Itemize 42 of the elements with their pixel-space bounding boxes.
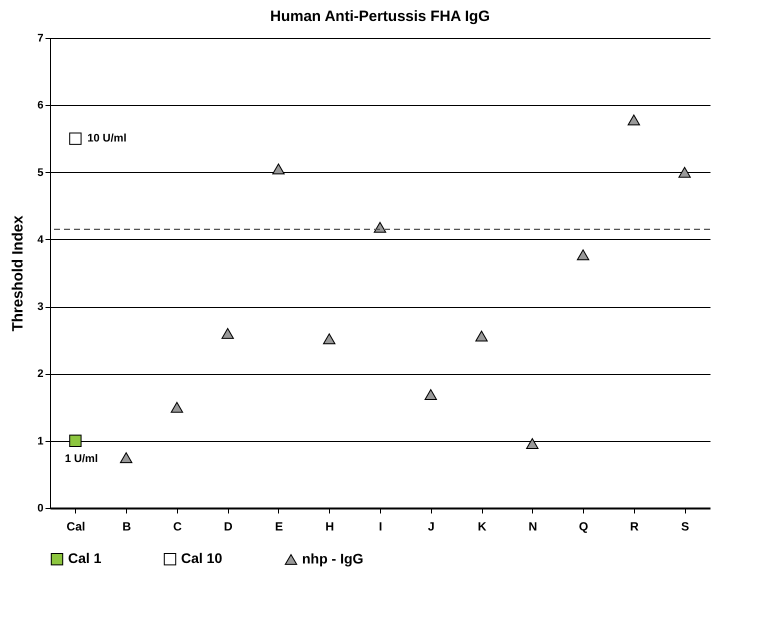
annotation: 10 U/ml bbox=[87, 132, 127, 145]
x-tick-label: D bbox=[224, 520, 233, 534]
point bbox=[272, 163, 285, 174]
point bbox=[526, 438, 539, 449]
legend-label: nhp - IgG bbox=[302, 550, 364, 566]
point bbox=[628, 114, 640, 126]
x-tick-label: J bbox=[428, 520, 435, 534]
y-axis-title: Threshold Index bbox=[9, 214, 26, 332]
point bbox=[678, 166, 691, 178]
y-tick-label: 7 bbox=[37, 32, 44, 44]
point bbox=[424, 389, 437, 400]
point bbox=[323, 333, 336, 344]
point bbox=[475, 330, 488, 342]
y-tick-label: 6 bbox=[37, 100, 44, 112]
x-tick-label: N bbox=[528, 520, 538, 534]
chart-title: Human Anti-Pertussis FHA IgG bbox=[270, 8, 490, 25]
y-tick-label: 1 bbox=[37, 435, 44, 448]
point bbox=[374, 222, 386, 233]
x-tick-label: B bbox=[122, 520, 132, 534]
point bbox=[69, 132, 82, 145]
x-tick-label: Q bbox=[578, 520, 588, 534]
annotation: 1 U/ml bbox=[64, 452, 98, 465]
point bbox=[120, 452, 132, 464]
y-tick-label: 3 bbox=[37, 301, 44, 314]
y-tick-label: 5 bbox=[37, 166, 44, 179]
point bbox=[221, 328, 234, 339]
x-tick-label: E bbox=[274, 520, 283, 534]
x-tick-label: I bbox=[378, 520, 382, 534]
x-tick-label: R bbox=[630, 520, 640, 534]
x-tick-label: C bbox=[173, 520, 182, 534]
y-tick-label: 4 bbox=[37, 234, 44, 246]
y-tick-label: 0 bbox=[37, 502, 44, 514]
point bbox=[576, 249, 590, 260]
legend-label: Cal 1 bbox=[68, 550, 102, 566]
x-tick-label: K bbox=[478, 520, 487, 534]
point bbox=[69, 434, 82, 448]
point bbox=[170, 402, 184, 413]
y-tick-label: 2 bbox=[37, 368, 44, 380]
x-tick-label: H bbox=[325, 520, 334, 534]
x-tick-label: Cal bbox=[66, 520, 86, 534]
x-tick-label: S bbox=[681, 520, 690, 534]
legend-label: Cal 10 bbox=[181, 550, 222, 566]
